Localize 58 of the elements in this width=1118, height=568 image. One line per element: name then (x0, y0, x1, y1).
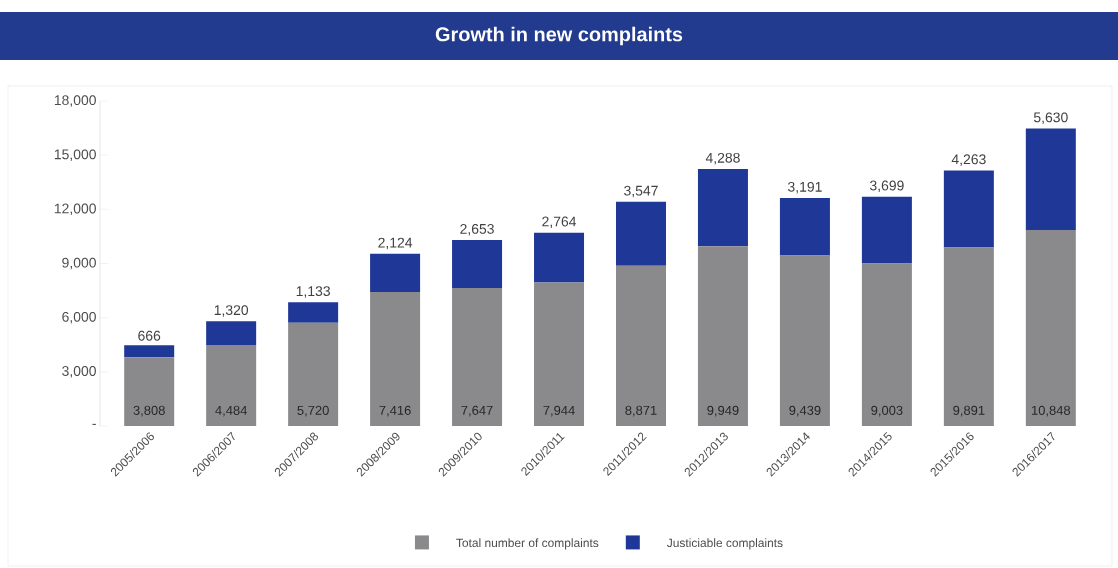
data-label: 7,416 (379, 405, 411, 417)
bar (697, 168, 748, 247)
bar (370, 292, 421, 426)
bar (697, 246, 748, 426)
bar (615, 201, 666, 266)
bar (1025, 128, 1076, 231)
data-label: 1,133 (296, 286, 330, 298)
bar (779, 197, 830, 256)
legend-label: Total number of complaints (456, 538, 599, 550)
data-label: 9,891 (953, 405, 985, 417)
data-label: 666 (138, 330, 161, 341)
data-label: 7,647 (461, 405, 493, 417)
y-tick-label: - (92, 423, 96, 425)
bar (124, 345, 175, 358)
data-label: 3,699 (869, 180, 904, 193)
legend-label: Justiciable complaints (666, 538, 783, 550)
y-tick-label: 9,000 (62, 257, 96, 270)
bar (288, 302, 339, 323)
data-label: 1,320 (214, 305, 249, 317)
bar (861, 263, 912, 426)
data-label: 7,944 (543, 405, 575, 417)
chart-title: Growth in new complaints (435, 26, 683, 46)
bar (206, 321, 257, 346)
data-label: 9,003 (871, 405, 903, 417)
bar (370, 253, 421, 293)
data-label: 4,484 (215, 405, 247, 417)
bar (615, 265, 666, 426)
data-label: 8,871 (625, 405, 657, 417)
data-label: 9,439 (789, 405, 821, 417)
bar (534, 232, 585, 283)
data-label: 3,547 (624, 185, 658, 198)
y-tick-label: 12,000 (54, 203, 96, 216)
bar (943, 247, 994, 426)
bar (288, 322, 339, 426)
data-label: 3,808 (133, 405, 165, 417)
bar (534, 282, 585, 426)
data-label: 10,848 (1032, 405, 1071, 417)
bar (779, 255, 830, 426)
data-label: 5,630 (1033, 112, 1068, 124)
data-label: 2,764 (542, 216, 577, 229)
data-label: 4,288 (705, 152, 740, 165)
bar (124, 357, 175, 426)
y-tick-label: 6,000 (62, 311, 96, 324)
data-label: 9,949 (707, 405, 739, 417)
data-label: 2,124 (378, 237, 413, 250)
bar (943, 170, 994, 248)
y-tick-label: 3,000 (62, 366, 96, 378)
bar (1025, 230, 1076, 426)
bar (861, 196, 912, 264)
bar (452, 240, 503, 288)
bar (206, 345, 257, 426)
data-label: 2,653 (460, 223, 494, 236)
y-tick-label: 15,000 (54, 149, 96, 161)
bar (452, 287, 503, 426)
data-label: 5,720 (297, 405, 329, 417)
y-tick-label: 18,000 (54, 95, 96, 107)
data-label: 3,191 (788, 181, 822, 194)
data-label: 4,263 (951, 154, 986, 166)
